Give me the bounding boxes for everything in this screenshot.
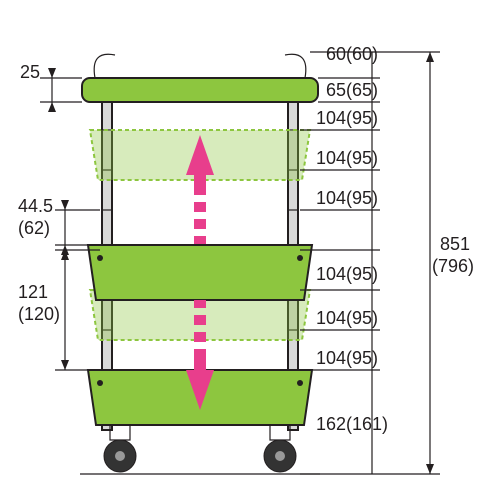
arrow-up-dash — [194, 219, 206, 229]
arrow-down-dash — [194, 300, 206, 308]
dim-r-1: 65(65) — [326, 80, 378, 100]
rivet — [97, 255, 103, 261]
dim-r-5: 104(95) — [316, 264, 378, 284]
dim-left-upper: 44.5 — [18, 196, 53, 216]
dim-left-upper-p: (62) — [18, 218, 50, 238]
dim-left-lower: 121 — [18, 282, 48, 302]
cart-diagram — [80, 54, 320, 474]
rivet — [297, 255, 303, 261]
dim-left: 25 44.5 (62) 121 (120) — [18, 62, 100, 370]
dim-r-7: 104(95) — [316, 348, 378, 368]
dim-left-lower-p: (120) — [18, 304, 60, 324]
rivet — [97, 380, 103, 386]
dim-r-4: 104(95) — [316, 188, 378, 208]
dim-r-3: 104(95) — [316, 148, 378, 168]
dim-r-8: 162(161) — [316, 414, 388, 434]
tray-middle — [88, 245, 312, 300]
rivet — [297, 380, 303, 386]
arrow-down-dash — [194, 332, 206, 342]
dim-top-offset: 25 — [20, 62, 40, 82]
top-shelf — [82, 78, 318, 102]
caster-hub — [275, 451, 285, 461]
dim-overall-h-p: (796) — [432, 256, 474, 276]
handle-left — [94, 54, 115, 78]
arrow-down-dash — [194, 315, 206, 325]
dim-r-0: 60(60) — [326, 44, 378, 64]
arrow-up-dash — [194, 202, 206, 212]
arrow-up-dash — [194, 236, 206, 244]
dim-r-2: 104(95) — [316, 108, 378, 128]
dim-r-6: 104(95) — [316, 308, 378, 328]
handle-right — [285, 54, 306, 78]
dim-right: 60(60) 65(65) 104(95) 104(95) 104(95) 10… — [300, 44, 474, 474]
caster-hub — [115, 451, 125, 461]
dim-overall-h: 851 — [440, 234, 470, 254]
